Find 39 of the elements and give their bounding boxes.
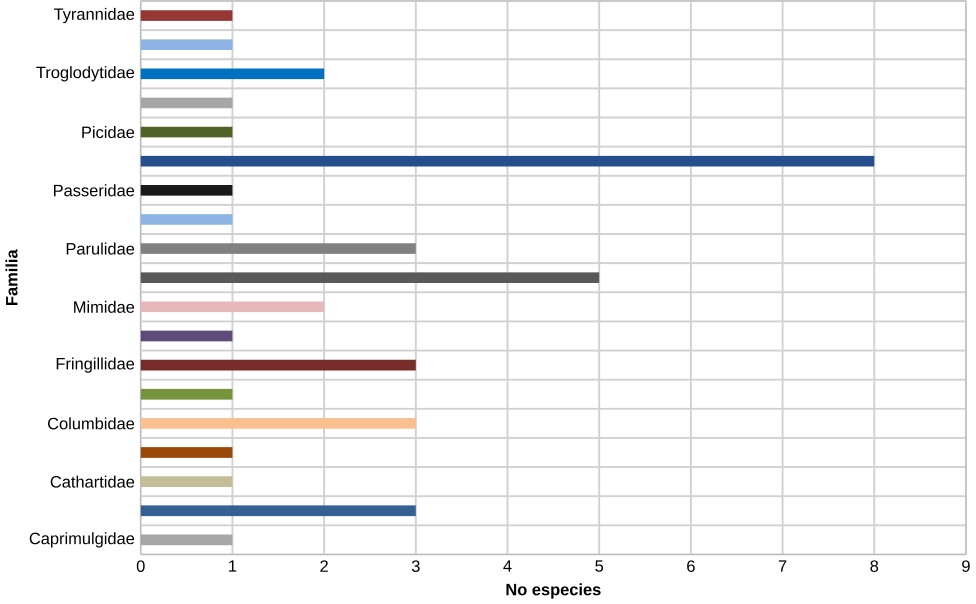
bar (140, 330, 232, 342)
x-tick-label: 1 (229, 560, 236, 572)
y-tick-label: Fringillidae (56, 357, 134, 373)
x-tick-label: 7 (778, 560, 786, 572)
bar (140, 447, 232, 458)
bar (140, 505, 416, 516)
x-tick-label: 2 (320, 560, 328, 572)
bar (140, 272, 600, 283)
x-axis-title: No especies (506, 583, 601, 599)
x-tick-label: 6 (687, 560, 695, 572)
bar (140, 214, 232, 225)
bar (140, 126, 232, 138)
bar (140, 156, 874, 166)
y-tick-label: Mimidae (74, 300, 134, 313)
x-tick-label: 3 (412, 560, 420, 572)
bar (140, 39, 232, 50)
bar (140, 10, 232, 21)
y-axis-title: Familia (5, 249, 18, 305)
x-tick-label: 8 (870, 560, 878, 572)
x-tick-label: 0 (136, 560, 145, 572)
x-tick-label: 4 (503, 560, 512, 572)
bar (140, 360, 416, 370)
bar (140, 68, 324, 80)
bar (140, 476, 232, 487)
bar (140, 243, 416, 254)
x-tick-label: 9 (962, 560, 970, 572)
y-tick-label: Parulidae (66, 242, 134, 255)
y-tick-label: Picidae (82, 126, 134, 138)
bar (140, 184, 232, 196)
bar (140, 301, 324, 312)
y-tick-label: Cathartidae (50, 476, 134, 488)
y-tick-label: Columbidae (48, 417, 134, 430)
y-tick-label: Tyrannidae (54, 8, 134, 24)
x-tick-label: 5 (595, 560, 604, 572)
y-tick-label: Passeridae (54, 184, 134, 196)
y-tick-label: Troglodytidae (36, 66, 134, 82)
bar (140, 388, 232, 400)
y-tick-label: Caprimulgidae (30, 532, 134, 548)
bar (140, 418, 416, 429)
